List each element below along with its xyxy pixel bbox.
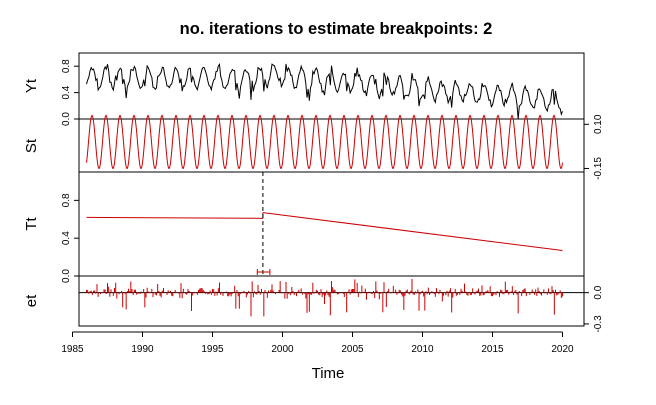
- tt-trend-segment: [262, 212, 563, 251]
- y-tick-label: 0.10: [593, 114, 604, 134]
- x-tick-label: 1995: [201, 344, 224, 355]
- tt-trend-segment: [86, 216, 263, 219]
- x-tick-label: 1985: [61, 344, 84, 355]
- x-tick-label: 2005: [341, 344, 364, 355]
- y-tick-label: -0.3: [593, 315, 604, 333]
- x-tick-label: 2015: [481, 344, 504, 355]
- y-tick-label: 0.0: [61, 112, 72, 126]
- x-axis-label: Time: [312, 365, 345, 382]
- x-tick-label: 2010: [411, 344, 434, 355]
- panel-tt-frame: [78, 171, 585, 277]
- panel-et-frame: [78, 275, 585, 327]
- y-tick-label: 0.8: [61, 193, 72, 207]
- x-tick-label: 2020: [551, 344, 574, 355]
- ylabel-et: et: [23, 294, 40, 307]
- st-series-line: [86, 114, 563, 170]
- y-tick-label: 0.4: [61, 85, 72, 99]
- panel-yt-frame: [78, 52, 585, 120]
- y-tick-label: 0.0: [593, 285, 604, 299]
- chart-title: no. iterations to estimate breakpoints: …: [180, 20, 493, 38]
- y-tick-label: 0.4: [61, 231, 72, 245]
- y-tick-label: 0.0: [61, 269, 72, 283]
- ylabel-yt: Yt: [23, 78, 40, 93]
- y-tick-label: 0.8: [61, 59, 72, 73]
- et-residual-spikes: [86, 278, 563, 317]
- yt-series-line: [86, 62, 563, 120]
- x-tick-label: 1990: [131, 344, 154, 355]
- ylabel-st: St: [23, 138, 40, 153]
- y-tick-label: -0.15: [593, 157, 604, 180]
- chart-marks: 0.0 0.4 0.8 -0.15 0.10 0.0 0.4 0.8 -0.3 0.0 1985 19…: [61, 59, 604, 355]
- ylabel-tt: Tt: [23, 217, 40, 231]
- x-tick-label: 2000: [271, 344, 294, 355]
